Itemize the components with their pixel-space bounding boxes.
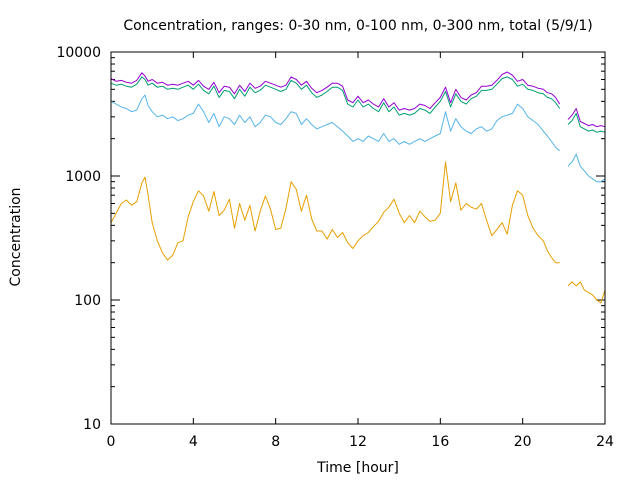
y-tick-label: 100 xyxy=(74,293,101,309)
x-tick-label: 16 xyxy=(431,434,449,450)
y-tick-label: 10 xyxy=(83,417,101,433)
y-tick-label: 1000 xyxy=(65,169,101,185)
axis-ticks: 0 4 8 12 16 20 24 10 100 1000 10000 xyxy=(56,45,614,450)
chart-title: Concentration, ranges: 0-30 nm, 0-100 nm… xyxy=(123,18,592,34)
series-layer xyxy=(110,71,606,304)
x-tick-label: 12 xyxy=(349,434,367,450)
y-tick-label: 10000 xyxy=(56,45,101,61)
x-axis-label: Time [hour] xyxy=(316,460,399,476)
x-tick-label: 24 xyxy=(596,434,614,450)
x-tick-label: 4 xyxy=(189,434,198,450)
x-tick-label: 20 xyxy=(514,434,532,450)
series-line-3 xyxy=(110,76,606,133)
series-line-1 xyxy=(110,161,606,304)
x-tick-label: 0 xyxy=(107,434,116,450)
y-axis-label: Concentration xyxy=(8,187,24,286)
series-line-4 xyxy=(110,71,606,128)
x-tick-label: 8 xyxy=(271,434,280,450)
series-line-2 xyxy=(110,94,606,183)
plot-frame xyxy=(110,51,606,425)
